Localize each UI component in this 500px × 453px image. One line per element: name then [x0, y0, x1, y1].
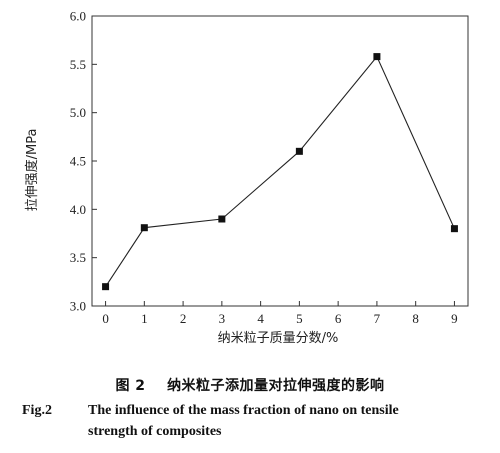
x-tick-label: 5 — [296, 311, 303, 326]
caption-en-line2: strength of composites — [88, 424, 222, 439]
chart-axes: 3.0 3.5 4.0 4.5 5.0 5.5 6.0 0 1 2 3 4 5 6 7 8 9 — [70, 9, 469, 326]
x-tick-label: 9 — [451, 311, 458, 326]
chart-series — [102, 53, 458, 291]
figure-caption-english: Fig.2 The influence of the mass fraction … — [22, 400, 492, 442]
y-tick-label: 3.5 — [70, 250, 86, 265]
x-tick-label: 4 — [257, 311, 264, 326]
data-point-marker — [102, 283, 110, 291]
data-point-marker — [295, 147, 303, 155]
figure-caption-chinese: 图 2 纳米粒子添加量对拉伸强度的影响 — [0, 375, 500, 395]
x-tick-label: 0 — [102, 311, 109, 326]
y-tick-label: 4.0 — [70, 202, 86, 217]
data-point-marker — [373, 53, 381, 61]
caption-zh-label: 图 2 — [115, 378, 146, 394]
caption-zh-text: 纳米粒子添加量对拉伸强度的影响 — [167, 378, 385, 394]
x-tick-label: 6 — [335, 311, 342, 326]
data-point-marker — [218, 215, 226, 223]
y-tick-label: 4.5 — [70, 154, 86, 169]
caption-en-label: Fig.2 — [22, 403, 52, 418]
series-line — [105, 55, 455, 287]
y-tick-label: 3.0 — [70, 299, 86, 314]
plot-frame — [91, 15, 469, 307]
x-tick-label: 7 — [374, 311, 381, 326]
x-axis-title: 纳米粒子质量分数/% — [218, 331, 339, 346]
x-tick-label: 3 — [219, 311, 226, 326]
data-point-marker — [140, 224, 148, 232]
y-tick-label: 5.5 — [70, 57, 86, 72]
caption-en-line1: The influence of the mass fraction of na… — [88, 403, 399, 418]
x-tick-label: 1 — [141, 311, 148, 326]
line-chart: 3.0 3.5 4.0 4.5 5.0 5.5 6.0 0 1 2 3 4 5 6 7 8 9 纳米粒子质量分数… — [24, 9, 469, 346]
y-tick-label: 6.0 — [70, 9, 86, 24]
y-tick-label: 5.0 — [70, 105, 86, 120]
data-point-marker — [450, 225, 458, 233]
x-tick-label: 8 — [412, 311, 419, 326]
y-axis-title: 拉伸强度/MPa — [24, 129, 40, 212]
x-tick-label: 2 — [180, 311, 187, 326]
